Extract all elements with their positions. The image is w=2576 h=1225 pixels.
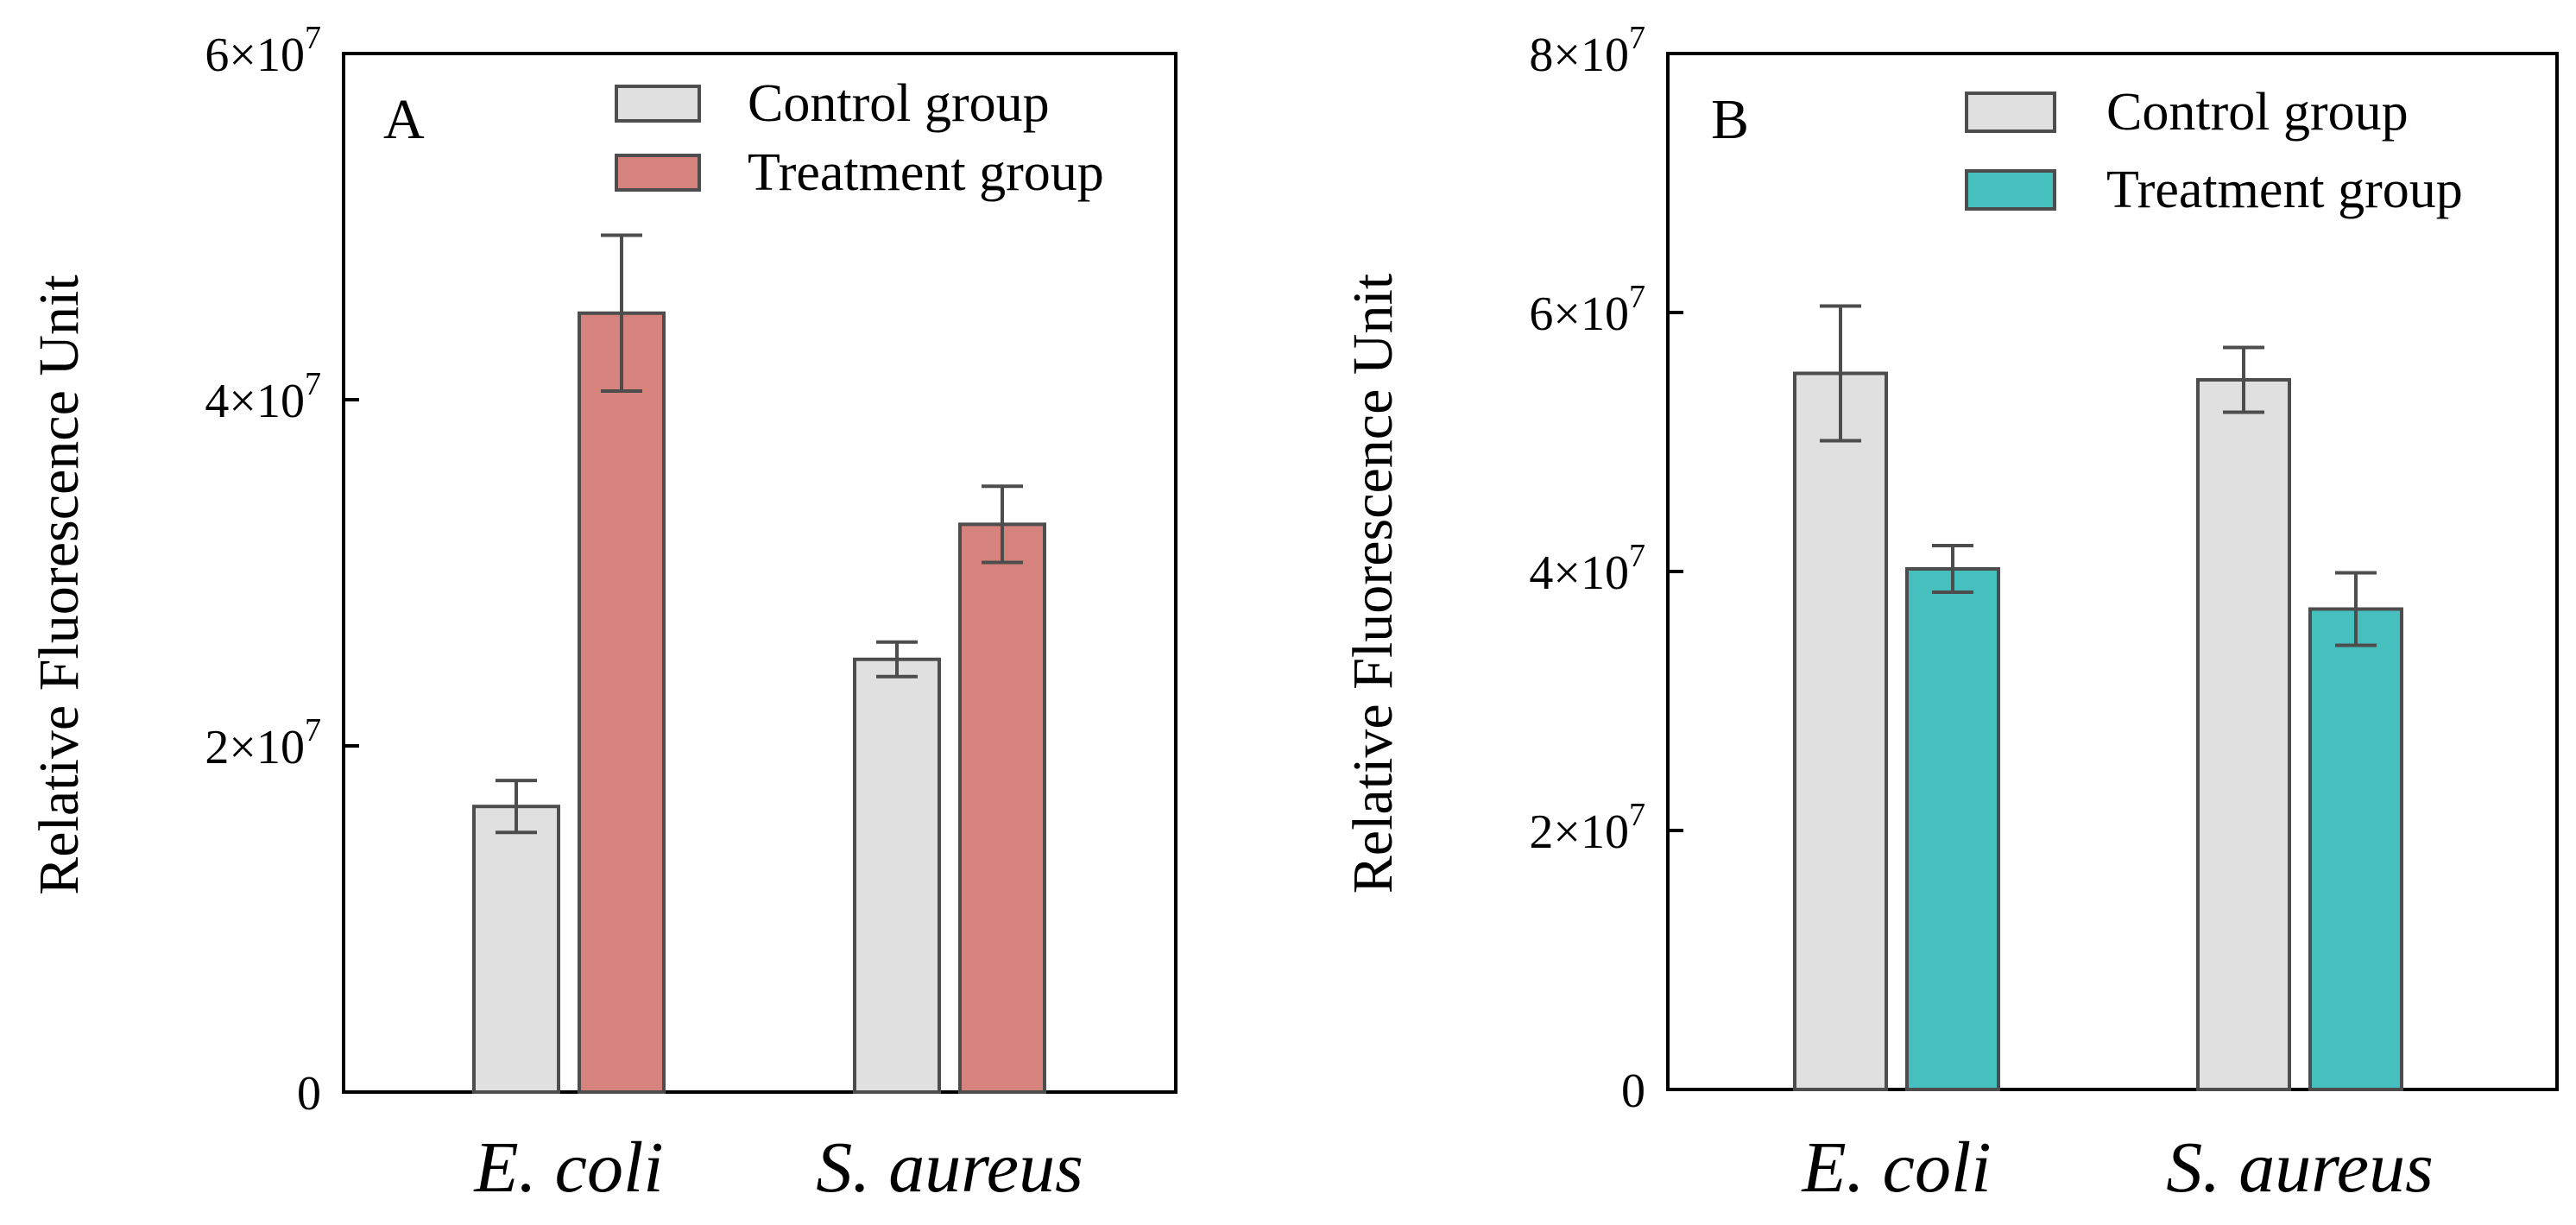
legend-swatch (615, 154, 701, 192)
x-category-label: E. coli (1801, 1127, 1991, 1208)
y-tick-label: 4×107 (205, 366, 321, 428)
x-category-label: S. aureus (816, 1127, 1083, 1208)
panel-b: 0 2×107 4×107 6×107 8×107 Relative Fluorescen… (1342, 20, 2559, 1208)
panel-a: 0 2×107 4×107 6×107 Relative Fluorescence Un… (28, 20, 1178, 1208)
x-category-label: S. aureus (2166, 1127, 2434, 1208)
x-category-label: E. coli (473, 1127, 663, 1208)
y-axis-label: Relative Fluorescence Unit (28, 275, 91, 894)
legend-swatch (1965, 92, 2056, 133)
bar-control-e-coli (1793, 371, 1888, 1091)
legend-label: Treatment group (748, 143, 1104, 202)
bar-treatment-e-coli (578, 311, 666, 1094)
legend-label: Control group (2106, 83, 2409, 142)
plot-frame (342, 52, 1178, 1094)
bar-control-s-aureus (2196, 378, 2291, 1091)
panel-label: B (1711, 88, 1749, 151)
bar-treatment-e-coli (1905, 567, 2000, 1091)
y-tick-label: 2×107 (205, 712, 321, 774)
bar-treatment-s-aureus (958, 522, 1046, 1094)
bar-control-e-coli (472, 805, 560, 1094)
y-axis-label: Relative Fluorescence Unit (1342, 274, 1405, 893)
legend-label: Treatment group (2106, 161, 2463, 219)
y-tick-label: 8×107 (1529, 20, 1645, 82)
legend-label: Control group (748, 74, 1050, 133)
y-tick-label: 2×107 (1529, 797, 1645, 859)
bar-treatment-s-aureus (2308, 607, 2403, 1091)
legend-swatch (1965, 169, 2056, 211)
panel-label: A (383, 88, 425, 151)
bar-control-s-aureus (853, 657, 941, 1094)
legend-swatch (615, 85, 701, 123)
y-tick-label: 4×107 (1529, 538, 1645, 600)
y-tick-label: 0 (297, 1067, 321, 1121)
y-tick-label: 6×107 (1529, 279, 1645, 341)
y-tick-label: 0 (1621, 1064, 1645, 1118)
y-tick-label: 6×107 (205, 20, 321, 82)
